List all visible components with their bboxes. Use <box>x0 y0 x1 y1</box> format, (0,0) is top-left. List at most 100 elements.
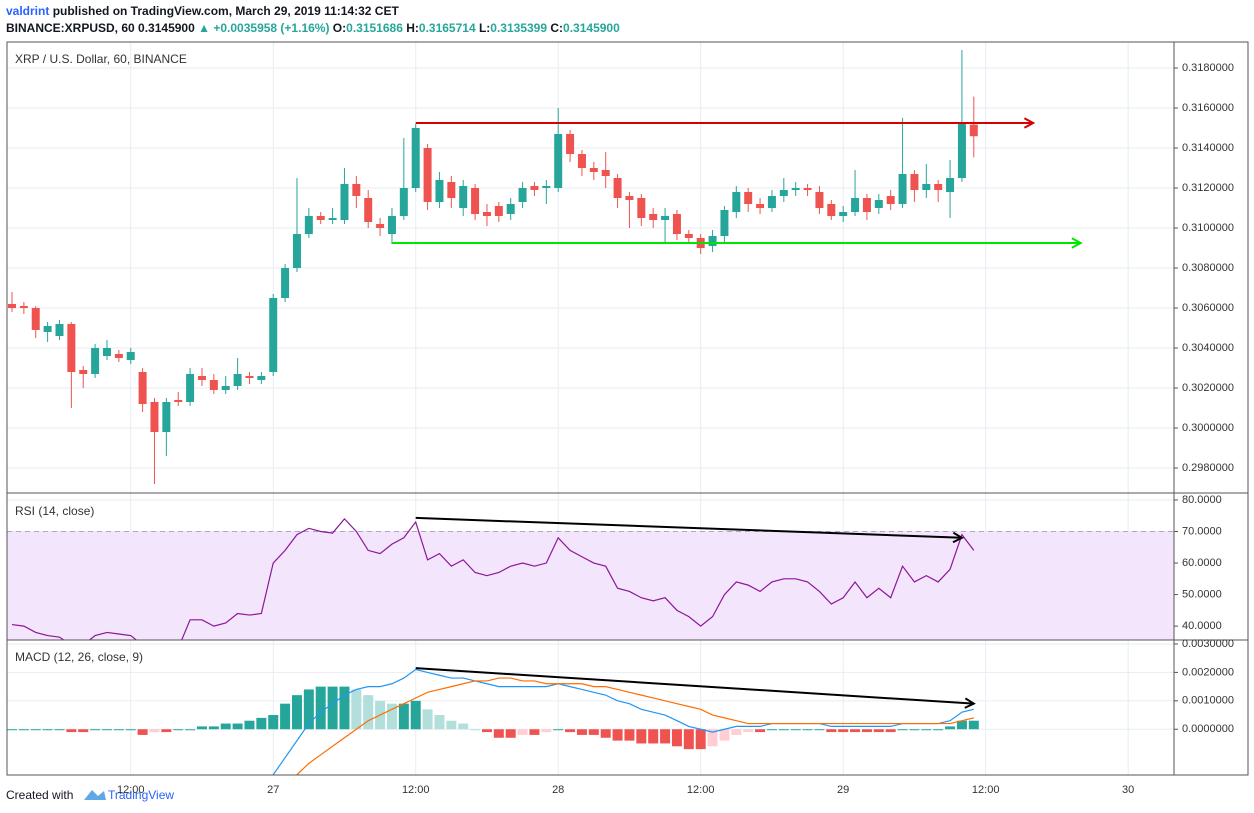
histogram-bar <box>363 695 374 730</box>
pane-title: MACD (12, 26, close, 9) <box>15 650 143 664</box>
x-tick-label: 27 <box>267 784 279 796</box>
histogram-bar <box>826 729 837 733</box>
histogram-bar <box>588 729 599 735</box>
candle-body <box>471 188 480 214</box>
histogram-bar <box>921 729 932 731</box>
histogram-bar <box>897 729 908 731</box>
pane <box>7 667 979 775</box>
histogram-bar <box>933 729 944 731</box>
histogram-bar <box>755 729 766 733</box>
pane <box>7 50 1083 484</box>
candle-body <box>577 154 586 168</box>
candle-body <box>435 180 444 202</box>
footer-brand: TradingView <box>108 788 174 802</box>
histogram-bar <box>956 720 967 730</box>
candle-body <box>934 184 943 190</box>
pane-title: XRP / U.S. Dollar, 60, BINANCE <box>15 52 187 66</box>
candle-body <box>411 128 420 188</box>
trend-line <box>415 516 962 539</box>
histogram-bar <box>850 729 861 733</box>
histogram-bar <box>838 729 849 733</box>
histogram-bar <box>565 729 576 733</box>
signal-line <box>295 677 974 775</box>
candle-body <box>281 268 290 298</box>
histogram-bar <box>78 729 89 733</box>
histogram-bar <box>280 703 291 730</box>
candle-body <box>922 184 931 190</box>
candle-body <box>292 234 301 268</box>
histogram-bar <box>731 729 742 735</box>
candle-body <box>43 326 52 332</box>
candle-body <box>779 190 788 196</box>
histogram-bar <box>30 729 41 731</box>
candle-body <box>138 372 147 404</box>
y-tick-label: 0.0030000 <box>1182 638 1234 650</box>
candle-body <box>898 174 907 204</box>
footer-text: Created with <box>6 788 73 802</box>
y-tick-label: 0.0020000 <box>1182 666 1234 678</box>
candle-body <box>174 400 183 402</box>
histogram-bar <box>576 729 587 735</box>
candle-body <box>554 134 563 188</box>
candle-body <box>340 184 349 220</box>
symbol: BINANCE:XRPUSD, 60 <box>6 21 135 35</box>
logo <box>84 790 106 800</box>
ohlc-value: 0.3151686 <box>346 21 403 35</box>
candle-body <box>19 306 28 308</box>
histogram-bar <box>648 729 659 744</box>
candle-body <box>518 188 527 202</box>
candle-body <box>661 216 670 220</box>
histogram-bar <box>945 726 956 730</box>
candle-body <box>720 210 729 236</box>
x-tick-label: 12:00 <box>687 784 715 796</box>
y-tick-label: 0.3180000 <box>1182 62 1234 74</box>
histogram-bar <box>909 729 920 731</box>
histogram-bar <box>90 729 101 731</box>
band <box>7 531 1174 640</box>
candle-body <box>767 196 776 208</box>
candle-body <box>399 188 408 216</box>
histogram-bar <box>885 729 896 733</box>
last-price: 0.3145900 <box>138 21 195 35</box>
candle-body <box>423 148 432 202</box>
candle-body <box>851 198 860 212</box>
histogram-bar <box>137 729 148 735</box>
histogram-bar <box>470 729 481 731</box>
candle-body <box>874 200 883 208</box>
arrow-head <box>964 697 976 709</box>
histogram-bar <box>695 729 706 750</box>
histogram-bar <box>541 729 552 733</box>
histogram-bar <box>612 729 623 741</box>
arrow-head <box>1071 237 1083 249</box>
y-tick-label: 0.3040000 <box>1182 342 1234 354</box>
candle-body <box>459 186 468 208</box>
histogram-bar <box>327 686 338 730</box>
histogram-bar <box>339 686 350 730</box>
y-tick-label: 0.3100000 <box>1182 222 1234 234</box>
y-tick-label: 0.3140000 <box>1182 142 1234 154</box>
candle-body <box>233 374 242 386</box>
histogram-bar <box>410 700 421 730</box>
histogram-bar <box>54 729 65 731</box>
candle-body <box>637 198 646 218</box>
candle-body <box>566 134 575 154</box>
candle-body <box>55 324 64 336</box>
histogram-bar <box>624 729 635 741</box>
histogram-bar <box>173 729 184 731</box>
candle-body <box>886 196 895 204</box>
histogram-bar <box>861 729 872 733</box>
candle-body <box>649 214 658 220</box>
y-tick-label: 80.0000 <box>1182 494 1222 506</box>
candle-body <box>316 216 325 220</box>
histogram-bar <box>636 729 647 744</box>
y-tick-label: 0.0010000 <box>1182 695 1234 707</box>
histogram-bar <box>422 709 433 730</box>
candle-body <box>91 348 100 374</box>
arrow-head <box>952 531 965 544</box>
histogram-bar <box>719 729 730 741</box>
ohlc-label: L: <box>479 21 490 35</box>
y-tick-label: 60.0000 <box>1182 557 1222 569</box>
histogram-bar <box>778 729 789 731</box>
histogram-bar <box>493 729 504 738</box>
candle-body <box>67 324 76 372</box>
